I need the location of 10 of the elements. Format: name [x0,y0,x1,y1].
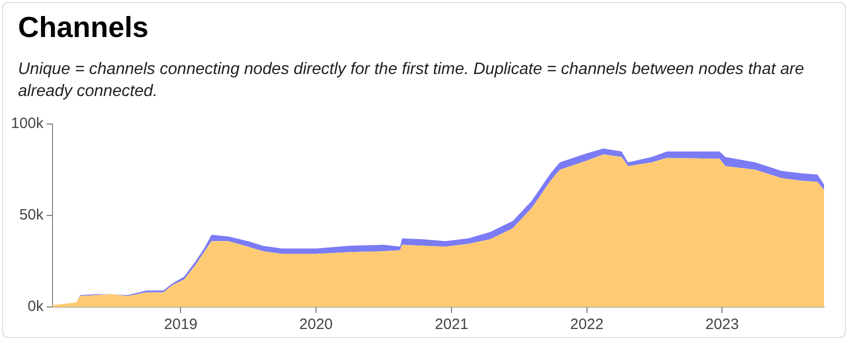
x-tick-label: 2020 [299,316,333,334]
y-tick-label: 100k [10,115,44,132]
x-tick-label: 2021 [434,316,468,334]
chart-title: Channels [18,12,149,45]
x-tick-label: 2019 [164,316,198,334]
chart-subtitle: Unique = channels connecting nodes directly for the first time. Duplicate = channels between nodes that are already connected. [18,59,806,102]
x-tick-label: 2022 [570,316,604,334]
x-tick-label: 2023 [705,316,739,334]
y-tick-label: 0k [28,298,44,316]
y-tick-label: 50k [19,206,44,224]
